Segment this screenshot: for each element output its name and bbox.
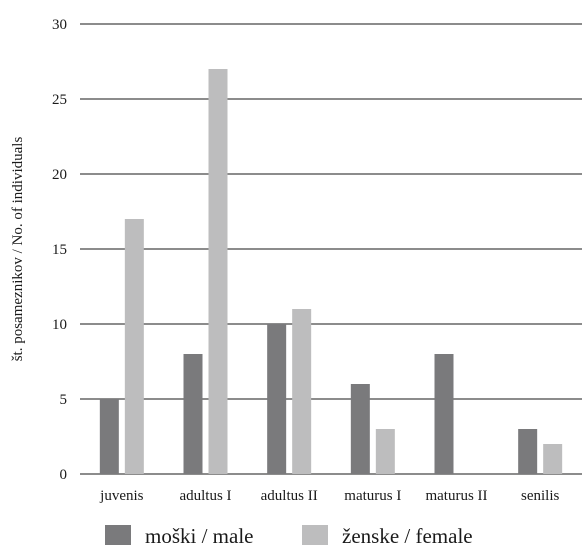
x-tick-label: adultus II	[261, 488, 318, 504]
y-tick-label: 15	[52, 242, 67, 258]
x-tick-label: juvenis	[99, 488, 143, 504]
bar-female-juvenis	[125, 219, 144, 474]
legend-swatch	[105, 525, 131, 545]
x-tick-label: maturus II	[425, 488, 487, 504]
legend-swatch	[302, 525, 328, 545]
y-axis-title: št. posameznikov / No. of individuals	[10, 137, 26, 362]
y-tick-label: 20	[52, 167, 67, 183]
y-tick-label: 5	[60, 392, 68, 408]
bar-female-adultus-ii	[292, 309, 311, 474]
bar-female-maturus-i	[376, 429, 395, 474]
gridlines	[80, 24, 582, 474]
bar-male-maturus-i	[351, 384, 370, 474]
x-axis-labels: juvenis adultus I adultus II maturus I matur…	[99, 488, 559, 504]
legend: moški / male ženske / female	[105, 524, 473, 548]
y-tick-label: 30	[52, 17, 67, 33]
bar-male-juvenis	[100, 399, 119, 474]
bars	[100, 69, 562, 474]
bar-female-senilis	[543, 444, 562, 474]
bar-female-adultus-i	[209, 69, 228, 474]
bar-male-senilis	[518, 429, 537, 474]
y-axis-ticks: 0 5 10 15 20 25 30	[52, 17, 67, 483]
x-tick-label: maturus I	[344, 488, 401, 504]
legend-label: moški / male	[145, 524, 254, 548]
y-tick-label: 25	[52, 92, 67, 108]
y-tick-label: 10	[52, 317, 67, 333]
legend-label: ženske / female	[342, 524, 473, 548]
y-tick-label: 0	[60, 467, 68, 483]
bar-male-adultus-i	[184, 354, 203, 474]
x-tick-label: senilis	[521, 488, 559, 504]
bar-male-maturus-ii	[435, 354, 454, 474]
bar-male-adultus-ii	[267, 324, 286, 474]
x-tick-label: adultus I	[179, 488, 231, 504]
